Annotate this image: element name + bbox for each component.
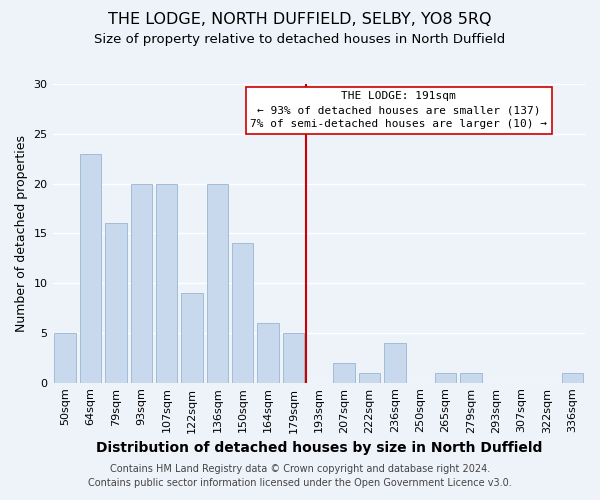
- Bar: [359, 372, 380, 382]
- Bar: [206, 184, 228, 382]
- Bar: [181, 293, 203, 382]
- Bar: [257, 323, 279, 382]
- Y-axis label: Number of detached properties: Number of detached properties: [15, 135, 28, 332]
- X-axis label: Distribution of detached houses by size in North Duffield: Distribution of detached houses by size …: [95, 441, 542, 455]
- Bar: [460, 372, 482, 382]
- Text: Contains HM Land Registry data © Crown copyright and database right 2024.
Contai: Contains HM Land Registry data © Crown c…: [88, 464, 512, 487]
- Text: THE LODGE: 191sqm
← 93% of detached houses are smaller (137)
7% of semi-detached: THE LODGE: 191sqm ← 93% of detached hous…: [250, 92, 547, 130]
- Bar: [334, 363, 355, 382]
- Bar: [435, 372, 457, 382]
- Bar: [232, 244, 253, 382]
- Text: THE LODGE, NORTH DUFFIELD, SELBY, YO8 5RQ: THE LODGE, NORTH DUFFIELD, SELBY, YO8 5R…: [108, 12, 492, 28]
- Bar: [156, 184, 178, 382]
- Bar: [80, 154, 101, 382]
- Bar: [105, 224, 127, 382]
- Bar: [283, 333, 304, 382]
- Bar: [131, 184, 152, 382]
- Bar: [384, 343, 406, 382]
- Text: Size of property relative to detached houses in North Duffield: Size of property relative to detached ho…: [94, 32, 506, 46]
- Bar: [55, 333, 76, 382]
- Bar: [562, 372, 583, 382]
